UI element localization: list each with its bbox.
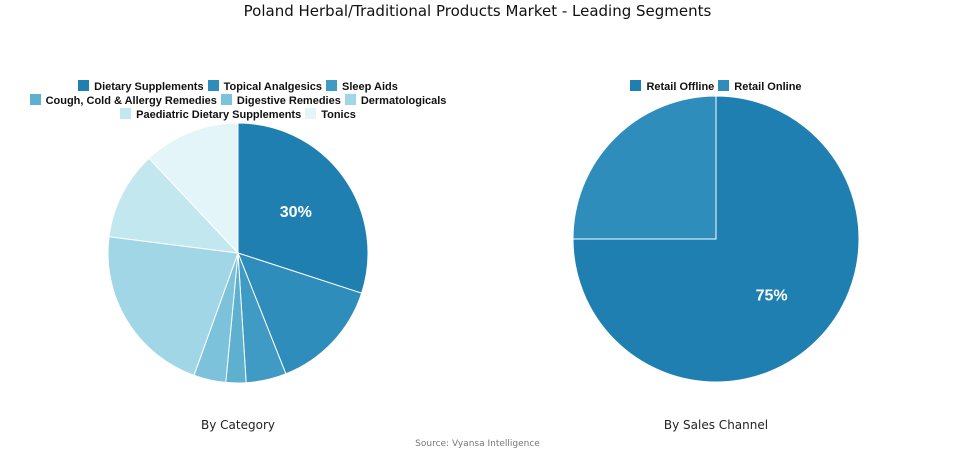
category-caption: By Category: [201, 418, 275, 432]
legend-item-retail-offline: Retail Offline: [630, 80, 714, 94]
pie-slice-dietary-supplements: [237, 122, 369, 294]
legend-swatch: [207, 80, 219, 91]
sales-channel-legend: Retail Offline Retail Online: [516, 80, 916, 94]
legend-swatch: [326, 80, 337, 91]
legend-label: Retail Offline: [646, 81, 715, 93]
legend-swatch: [305, 108, 317, 119]
legend-item-cough-cold-allergy-remedies: Cough, Cold & Allergy Remedies: [29, 94, 217, 108]
sales-channel-caption: By Sales Channel: [663, 418, 769, 432]
data-label-dietary-supplements: 30%: [280, 204, 312, 221]
legend-item-dermatologicals: Dermatologicals: [344, 94, 447, 108]
legend-row: Dietary Supplements Topical Analgesics Sle…: [18, 80, 458, 94]
pie-slice-tonics: [148, 122, 239, 255]
legend-label: Tonics: [321, 109, 356, 121]
data-label-retail-offline: 75%: [756, 288, 788, 305]
legend-swatch: [718, 80, 730, 91]
legend-item-paediatric-dietary-supplements: Paediatric Dietary Supplements: [120, 108, 301, 122]
legend-label: Dietary Supplements: [94, 81, 204, 93]
legend-swatch: [220, 94, 232, 105]
legend-label: Sleep Aids: [342, 81, 398, 93]
legend-item-dietary-supplements: Dietary Supplements: [78, 80, 204, 94]
legend-swatch: [78, 80, 90, 91]
pie-slice-dermatologicals: [107, 236, 239, 376]
category-legend: Dietary Supplements Topical Analgesics Sle…: [18, 80, 458, 122]
pie-slice-paediatric-dietary-supplements: [108, 157, 240, 254]
legend-swatch: [120, 108, 132, 119]
pie-slice-topical-analgesics: [237, 252, 363, 375]
legend-swatch: [344, 94, 356, 105]
legend-item-topical-analgesics: Topical Analgesics: [207, 80, 322, 94]
legend-row: Cough, Cold & Allergy Remedies Digestive …: [18, 94, 458, 108]
legend-label: Retail Online: [734, 81, 802, 93]
legend-label: Topical Analgesics: [223, 81, 322, 93]
legend-row: Retail Offline Retail Online: [516, 80, 916, 94]
legend-item-tonics: Tonics: [305, 108, 356, 122]
legend-label: Digestive Remedies: [236, 95, 341, 107]
legend-label: Dermatologicals: [360, 95, 447, 107]
legend-row: Paediatric Dietary Supplements Tonics: [18, 108, 458, 122]
legend-item-retail-online: Retail Online: [718, 80, 802, 94]
legend-item-digestive-remedies: Digestive Remedies: [220, 94, 341, 108]
chart-title: Poland Herbal/Traditional Products Marke…: [243, 2, 712, 20]
legend-swatch: [29, 94, 41, 105]
pie-slice-retail-offline: [572, 95, 860, 383]
pie-slice-retail-online: [572, 95, 717, 240]
source-note: Source: Vyansa Intelligence: [415, 439, 540, 449]
legend-label: Cough, Cold & Allergy Remedies: [45, 95, 217, 107]
legend-item-sleep-aids: Sleep Aids: [326, 80, 398, 94]
legend-label: Paediatric Dietary Supplements: [136, 109, 302, 121]
legend-swatch: [630, 80, 642, 91]
